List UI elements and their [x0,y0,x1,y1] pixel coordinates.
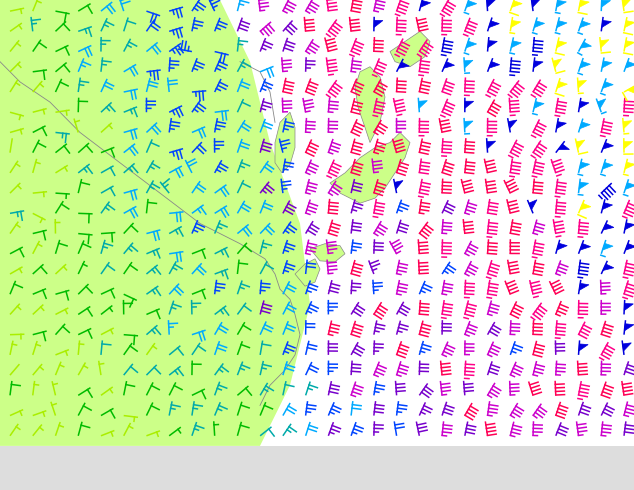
Polygon shape [600,40,609,48]
Polygon shape [374,21,383,27]
Polygon shape [580,203,591,210]
Text: 60: 60 [543,471,557,481]
Polygon shape [0,0,310,446]
Polygon shape [444,62,455,68]
Polygon shape [597,99,605,109]
Polygon shape [602,0,611,7]
Polygon shape [579,61,590,68]
Polygon shape [624,223,634,230]
Text: Wind 500 hPa [kts] ECMWF: Wind 500 hPa [kts] ECMWF [4,454,166,464]
Polygon shape [579,101,589,108]
Polygon shape [579,0,589,7]
Polygon shape [624,303,633,311]
Polygon shape [602,61,612,68]
Polygon shape [602,203,612,210]
Polygon shape [603,264,614,270]
Text: 25: 25 [200,471,214,481]
Polygon shape [603,143,614,149]
Polygon shape [628,87,634,95]
Polygon shape [625,61,634,68]
Polygon shape [576,140,585,149]
Text: 40: 40 [347,471,361,481]
Polygon shape [512,0,522,7]
Polygon shape [625,162,634,169]
Polygon shape [466,41,477,48]
Polygon shape [553,59,562,68]
Polygon shape [330,132,410,203]
Polygon shape [394,180,403,189]
Polygon shape [623,343,631,351]
Polygon shape [511,21,521,27]
Polygon shape [624,41,634,48]
Polygon shape [579,122,590,129]
Polygon shape [533,61,543,68]
Text: 10: 10 [53,471,67,481]
Text: 20: 20 [151,471,164,481]
Polygon shape [624,324,634,331]
Polygon shape [602,162,613,169]
Polygon shape [466,1,477,7]
Polygon shape [602,21,611,27]
Polygon shape [557,243,567,250]
Polygon shape [511,41,521,48]
Polygon shape [623,0,631,7]
Polygon shape [508,120,517,129]
Polygon shape [580,42,592,48]
Polygon shape [489,62,500,68]
Polygon shape [275,112,295,173]
Polygon shape [465,101,474,108]
Polygon shape [579,162,590,169]
Polygon shape [532,0,540,7]
Text: 35: 35 [298,471,311,481]
Polygon shape [625,244,634,250]
Polygon shape [557,0,566,7]
Polygon shape [623,121,632,128]
Polygon shape [489,21,500,27]
Polygon shape [579,344,588,351]
Polygon shape [624,142,633,149]
Polygon shape [487,141,496,149]
Text: 5: 5 [4,471,11,481]
Text: 55: 55 [494,471,507,481]
Polygon shape [464,60,473,68]
Polygon shape [488,41,497,48]
Polygon shape [310,244,345,262]
Polygon shape [557,122,566,129]
Polygon shape [602,244,613,250]
Polygon shape [420,0,430,7]
Polygon shape [418,100,427,108]
Polygon shape [487,0,496,7]
Polygon shape [398,62,410,68]
Polygon shape [579,182,588,189]
Polygon shape [464,121,473,128]
Polygon shape [558,144,569,149]
Polygon shape [295,259,320,286]
Text: 15: 15 [102,471,115,481]
Text: Su 05-05-2024 06:00 UTC (00+102): Su 05-05-2024 06:00 UTC (00+102) [414,454,630,464]
Polygon shape [579,21,590,27]
Polygon shape [603,223,614,230]
Polygon shape [355,67,385,143]
Polygon shape [602,82,613,88]
Polygon shape [534,21,545,27]
Polygon shape [390,31,430,67]
Polygon shape [529,200,537,210]
Polygon shape [624,21,634,27]
Text: 50: 50 [445,471,458,481]
Text: 30: 30 [249,471,262,481]
Polygon shape [578,80,586,88]
Text: 45: 45 [396,471,410,481]
Polygon shape [557,21,567,27]
Polygon shape [625,183,634,190]
Polygon shape [579,283,589,291]
Text: © weatheronline.co.uk: © weatheronline.co.uk [488,471,630,481]
Polygon shape [580,244,591,250]
Polygon shape [534,101,544,108]
Polygon shape [557,41,567,48]
Polygon shape [557,81,567,88]
